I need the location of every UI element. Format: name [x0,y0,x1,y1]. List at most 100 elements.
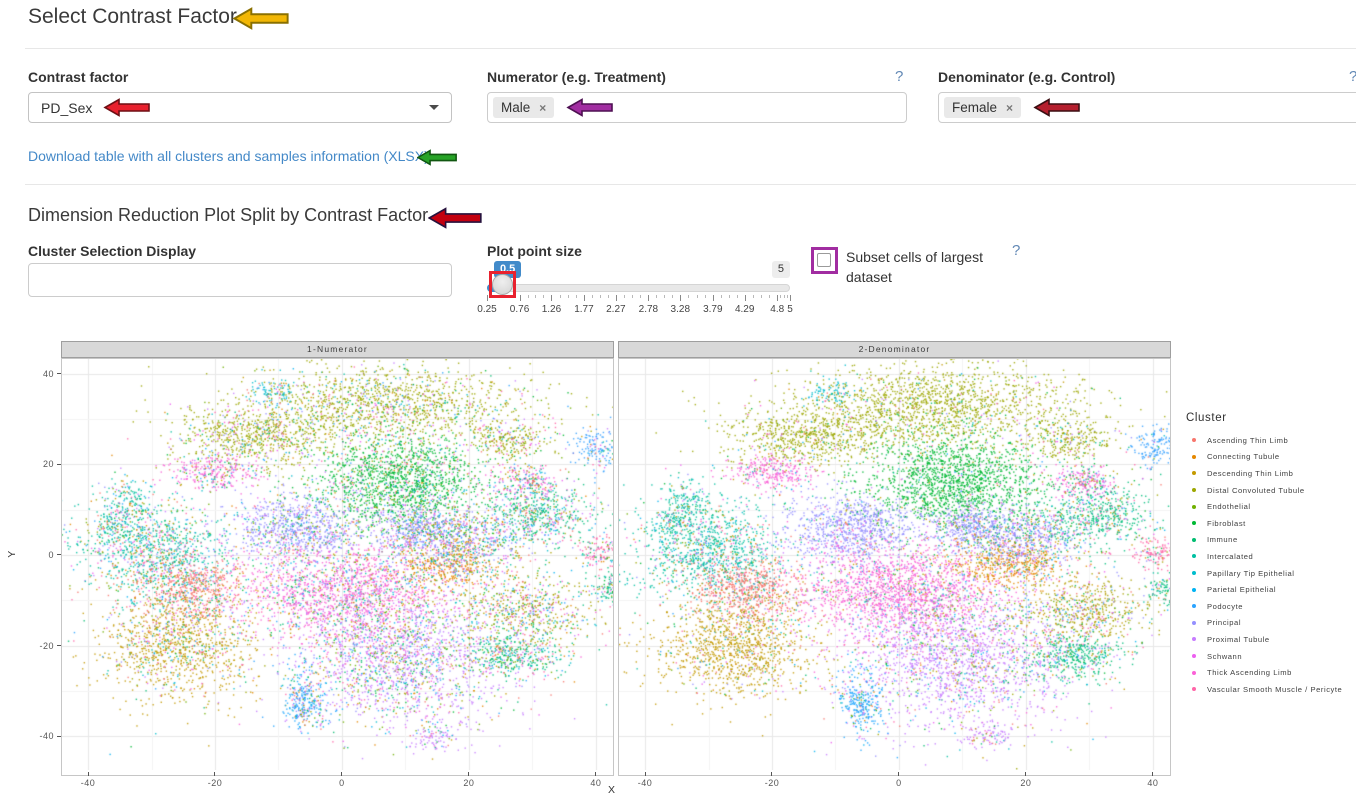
x-axis-tick [1025,772,1027,776]
divider [25,184,1356,185]
tsne-plot-numerator[interactable] [62,359,613,770]
slider-handle[interactable] [492,274,514,295]
legend-item: Endothelial [1186,498,1342,515]
legend-item: Connecting Tubule [1186,449,1342,466]
slider-grid-minor-tick [567,295,569,298]
slider-grid-minor-tick [728,295,730,298]
denominator-tag: Female × [944,97,1022,118]
legend-item: Ascending Thin Limb [1186,432,1342,449]
slider-grid-minor-tick [786,295,788,298]
slider-grid-tick [744,295,746,301]
x-axis-tick [1152,772,1154,776]
denominator-help-icon[interactable]: ? [1349,68,1356,85]
slider-grid-minor-tick [760,295,762,298]
legend-dot [1192,554,1196,559]
legend-label: Principal [1207,618,1242,628]
y-axis-title: Y [5,550,18,558]
x-axis-tick-label: 20 [1020,778,1032,788]
cluster-selection-input[interactable] [28,263,452,297]
slider-grid-minor-tick [535,295,537,298]
legend-label: Immune [1207,535,1238,545]
slider-grid-label: 5 [787,304,793,315]
slider-grid-label: 4.8 [770,304,785,315]
contrast-factor-select[interactable]: PD_Sex [28,92,452,123]
slider-grid-minor-tick [664,295,666,298]
remove-tag-icon[interactable]: × [539,100,547,115]
legend-label: Endothelial [1207,502,1251,512]
legend-label: Connecting Tubule [1207,452,1280,462]
cluster-legend: Cluster Ascending Thin Limb Connecting Tu… [1186,412,1342,698]
y-axis-tick [57,463,61,465]
y-axis-tick-label: 20 [42,459,54,470]
numerator-tag: Male × [493,97,555,118]
numerator-help-icon[interactable]: ? [895,68,904,85]
slider-grid-minor-tick [696,295,698,298]
slider-grid-minor-tick [503,295,505,298]
y-axis-tick [57,554,61,556]
annotation-arrow-download [417,149,457,166]
contrast-factor-label: Contrast factor [28,69,129,85]
page-title: Select Contrast Factor [28,5,237,28]
legend-item: Distal Convoluted Tubule [1186,482,1342,499]
y-axis-tick-label: -20 [39,640,54,651]
legend-item: Principal [1186,615,1342,632]
annotation-arrow-contrast [103,98,151,117]
subset-checkbox[interactable] [817,253,831,267]
slider-grid-label: 3.79 [703,304,723,315]
slider-grid-minor-tick [599,295,601,298]
slider-grid-minor-tick [575,295,577,298]
legend-label: Ascending Thin Limb [1207,435,1289,445]
slider-grid-minor-tick [559,295,561,298]
denominator-input[interactable]: Female × [938,92,1356,123]
legend-item: Intercalated [1186,548,1342,565]
contrast-factor-value: PD_Sex [41,99,93,116]
slider-track[interactable] [487,284,790,292]
legend-dot [1192,521,1196,526]
slider-grid-minor-tick [736,295,738,298]
slider-grid-tick [712,295,714,301]
subset-checkbox-label: Subset cells of largest dataset [846,249,983,285]
legend-label: Distal Convoluted Tubule [1207,485,1305,495]
annotation-arrow-section [428,207,482,229]
x-axis-tick-label: 0 [896,778,902,788]
x-axis-tick [87,772,89,776]
facet-strip-numerator: 1-Numerator [61,341,614,358]
x-axis-tick [898,772,900,776]
tsne-plot-denominator[interactable] [619,359,1170,770]
slider-grid-minor-tick [511,295,513,298]
legend-item: Thick Ascending Limb [1186,664,1342,681]
download-xlsx-link[interactable]: Download table with all clusters and sam… [28,148,429,164]
legend-item: Proximal Tubule [1186,631,1342,648]
slider-grid-minor-tick [688,295,690,298]
slider-grid-minor-tick [656,295,658,298]
slider-grid-minor-tick [591,295,593,298]
legend-label: Schwann [1207,651,1243,661]
annotation-arrow-title [232,7,289,30]
legend-dot [1192,637,1196,642]
slider-grid-label: 0.25 [477,304,497,315]
x-axis-tick [771,772,773,776]
slider-grid-label: 0.76 [509,304,530,315]
slider-grid-minor-tick [752,295,754,298]
slider-max-label: 5 [771,261,790,278]
subset-help-icon[interactable]: ? [1012,242,1021,259]
legend-dot [1192,537,1196,542]
slider-grid-tick [583,295,585,301]
legend-item: Papillary Tip Epithelial [1186,565,1342,582]
legend-dot [1192,454,1196,459]
x-axis-tick [595,772,597,776]
x-axis-tick-label: -20 [764,778,780,788]
remove-tag-icon[interactable]: × [1006,100,1014,115]
slider-grid-minor-tick [769,295,771,298]
annotation-box-checkbox [811,247,838,274]
x-axis-tick-label: -40 [637,778,653,788]
slider-grid-tick [648,295,650,301]
x-axis-tick-label: 40 [1147,778,1159,788]
slider-grid-label: 3.28 [670,304,691,315]
legend-label: Intercalated [1207,551,1254,561]
legend-label: Proximal Tubule [1207,634,1270,644]
slider-grid-label: 1.77 [574,304,594,315]
slider-grid-tick [777,295,779,301]
point-size-slider[interactable]: 0.5 5 0.25 0.76 1.26 1.77 2.27 2.78 3.28 3.79 4.… [477,261,793,323]
numerator-input[interactable]: Male × [487,92,907,123]
